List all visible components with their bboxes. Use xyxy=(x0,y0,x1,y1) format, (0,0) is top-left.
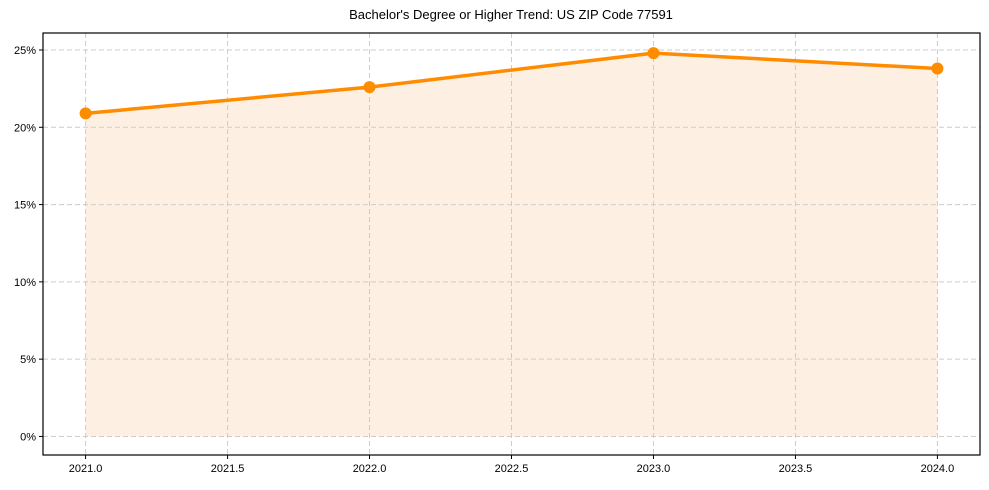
data-point-marker xyxy=(647,47,660,60)
data-point-marker xyxy=(79,107,92,120)
x-tick-label: 2023.0 xyxy=(637,463,671,475)
x-tick-label: 2023.5 xyxy=(779,463,813,475)
y-tick-label: 15% xyxy=(14,200,36,212)
y-tick-label: 20% xyxy=(14,122,36,134)
x-tick-label: 2024.0 xyxy=(921,463,955,475)
chart-title: Bachelor's Degree or Higher Trend: US ZI… xyxy=(349,7,673,22)
y-tick-label: 25% xyxy=(14,45,36,57)
data-point-marker xyxy=(363,81,376,94)
x-tick-label: 2022.5 xyxy=(495,463,529,475)
y-tick-label: 0% xyxy=(20,431,36,443)
x-tick-label: 2021.0 xyxy=(69,463,103,475)
data-line xyxy=(85,51,938,116)
y-tick-label: 5% xyxy=(20,354,36,366)
y-tick-label: 10% xyxy=(14,277,36,289)
x-tick-label: 2022.0 xyxy=(353,463,387,475)
data-point-marker xyxy=(931,62,944,75)
x-tick-label: 2021.5 xyxy=(211,463,245,475)
